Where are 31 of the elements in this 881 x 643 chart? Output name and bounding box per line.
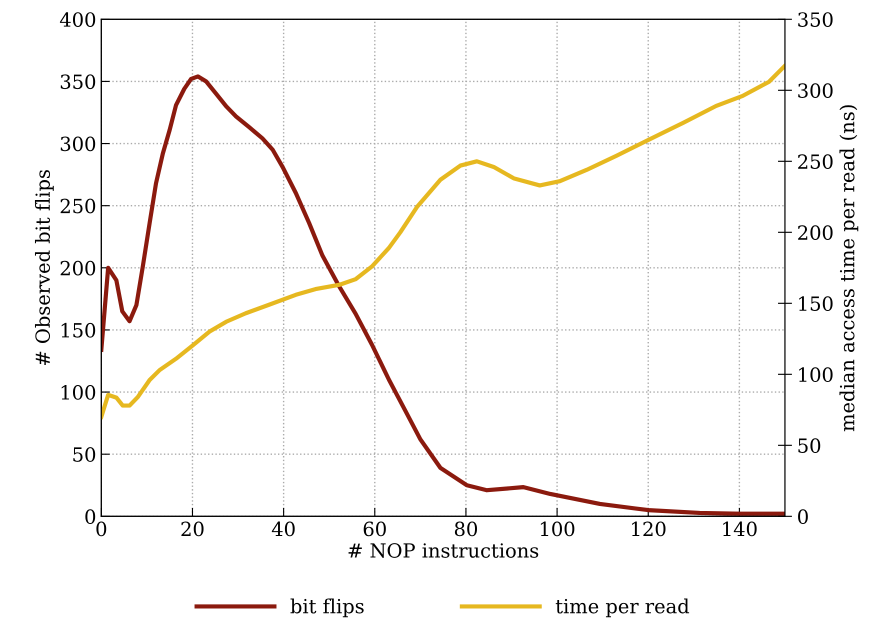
x-tick-label: 120	[632, 522, 666, 536]
y-tick-label: 100	[62, 385, 96, 400]
y-tick-label: 150	[62, 322, 96, 338]
x-tick-label: 140	[723, 522, 757, 536]
y2-tick-label: 50	[798, 438, 820, 453]
y2-tick-label: 100	[799, 367, 833, 382]
y-tick-label: 200	[60, 260, 96, 276]
x-tick-label: 20	[181, 522, 204, 536]
y-tick-label: 0	[85, 509, 96, 524]
y-tick-label: 50	[73, 447, 96, 462]
y2-tick-label: 0	[798, 509, 808, 524]
y2-tick-label: 200	[798, 225, 833, 240]
x-tick-label: 100	[540, 522, 574, 536]
x-tick-label: 40	[272, 522, 295, 536]
y-axis-title: # Observed bit flips	[34, 170, 54, 366]
x-tick-label: 60	[364, 522, 386, 536]
legend-label: bit flips	[290, 598, 364, 618]
x-tick-label: 0	[96, 522, 106, 536]
y-tick-label: 350	[60, 74, 96, 90]
y2-tick-label: 300	[798, 83, 833, 98]
x-axis-title: # NOP instructions	[348, 543, 538, 558]
y2-axis-title: median access time per read (ns)	[839, 105, 858, 432]
y-tick-label: 400	[60, 12, 96, 27]
line-series	[101, 64, 785, 420]
x-tick-label: 80	[454, 522, 478, 536]
y2-tick-label: 350	[798, 12, 833, 27]
y-tick-label: 300	[60, 136, 96, 152]
y2-tick-label: 250	[798, 154, 833, 169]
y2-tick-label: 150	[799, 296, 833, 311]
y-tick-label: 250	[60, 198, 96, 214]
legend-label: time per read	[556, 598, 690, 618]
